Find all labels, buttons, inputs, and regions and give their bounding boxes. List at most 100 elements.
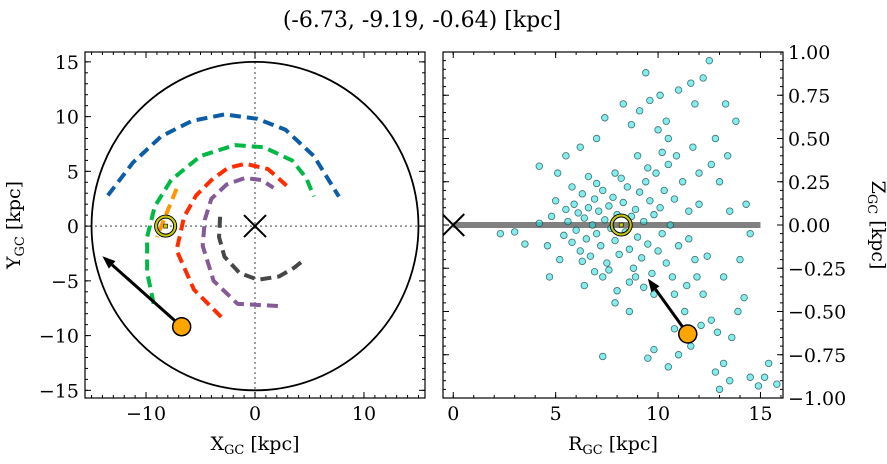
star-point [683,281,691,290]
star-point [580,214,589,222]
sun-marker [154,214,178,238]
y-tick-label: −0.50 [788,302,846,324]
y-axis-label: ZGC [kpc] [864,181,887,270]
star-point [625,307,634,316]
object-position-marker [171,316,192,337]
star-point [609,193,617,202]
velocity-arrow-head [102,256,116,269]
star-point [625,278,634,286]
x-tick-label: 5 [550,403,562,425]
star-point [619,100,627,108]
x-label-main: X [210,433,224,455]
x-stroke [443,213,465,237]
star-point [619,198,627,207]
star-point [713,328,722,336]
y-label-sub: GC [13,236,28,256]
star-point [740,293,748,302]
star-point [656,91,664,99]
boundary-circle [90,60,420,392]
y-axis-label: YGC [kpc] [3,181,28,270]
star-point [695,169,703,177]
star-point [715,178,724,186]
galactic-center-x-marker [243,214,267,238]
star-point [699,74,707,82]
star-point [672,152,681,160]
star-point [764,359,773,368]
star-point [662,117,670,125]
star-point [650,210,658,219]
y-tick-label: −5 [51,271,79,293]
y-label-unit: [kpc] [867,214,887,269]
star-point [496,229,505,238]
star-point [685,235,693,243]
star-point [674,351,683,359]
star-point [578,190,586,198]
star-point [574,209,582,217]
star-point [635,188,644,196]
star-point [556,255,564,264]
star-point [584,172,593,181]
y-label-unit: [kpc] [3,181,25,236]
y-tick-label: 0 [67,216,79,238]
star-point [637,254,646,262]
y-tick-label: 5 [67,161,79,183]
figure-title: (-6.73, -9.19, -0.64) [kpc] [283,8,561,33]
y-tick-label: −0.75 [788,345,846,367]
star-point [658,148,666,157]
y-tick-label: 1.00 [788,42,830,64]
star-point [664,134,673,143]
star-point [592,229,601,238]
star-point [644,164,652,172]
x-tick-label: 10 [352,403,376,425]
sun-outer-ring [154,214,178,238]
star-point [674,242,683,250]
star-point [570,200,578,208]
sun-outer-ring [609,213,633,237]
star-point [697,321,705,330]
star-point [652,169,660,177]
star-point [560,231,568,240]
star-point [603,259,611,267]
star-point [623,183,632,191]
star-point [615,250,623,259]
star-point [521,240,529,248]
star-point [670,195,679,203]
star-point [670,290,679,298]
star-point [592,179,601,188]
star-point [510,228,519,236]
velocity-arrow-shaft [111,263,183,328]
star-point [644,354,652,362]
star-point [707,160,716,169]
sun-marker [609,213,633,237]
star-point [535,162,543,170]
x-tick-label: 0 [447,403,459,425]
star-point [611,299,619,307]
y-tick-label: 10 [55,107,79,129]
star-point [629,264,638,272]
orbit-arc-1 [145,143,316,305]
star-point [715,385,724,394]
star-point [535,219,543,227]
star-point [640,217,648,226]
star-point [742,200,750,208]
star-point [611,236,619,245]
star-point [719,359,728,368]
y-tick-label: −10 [39,326,79,348]
star-point [687,79,695,87]
sun-center [618,222,624,228]
sun-inner-ring [612,216,630,234]
star-point [599,273,607,281]
y-tick-label: −1.00 [788,388,846,410]
star-point [601,114,609,122]
star-point [650,345,658,354]
star-point [576,143,584,151]
star-point [578,257,586,266]
star-point [691,100,699,108]
star-point [597,242,605,250]
sun-inner-ring [157,217,175,235]
star-point [707,316,716,324]
x-tick-label: 10 [646,403,670,425]
orbit-arc-2 [174,161,288,319]
star-point [625,245,634,253]
